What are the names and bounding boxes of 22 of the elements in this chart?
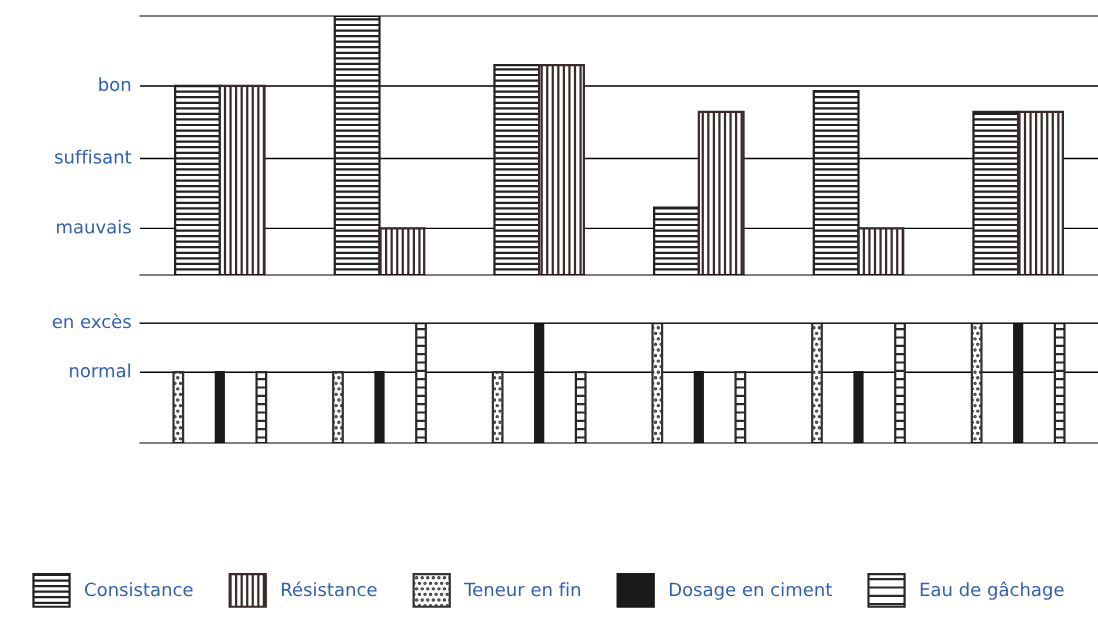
ref-line-label: normal xyxy=(70,363,130,378)
bar xyxy=(697,110,745,275)
bar xyxy=(812,90,860,275)
legend-label: Dosage en ciment xyxy=(669,582,832,600)
bar xyxy=(972,110,1020,275)
legend-label: Eau de gâchage xyxy=(920,581,1064,600)
ref-line-label: en excès xyxy=(52,313,131,329)
bar xyxy=(333,16,381,275)
bar xyxy=(538,64,585,275)
bar xyxy=(857,227,905,275)
legend-label: Résistance xyxy=(282,581,377,597)
ref-line-label: suffisant xyxy=(55,149,132,164)
bar xyxy=(653,206,700,275)
bar xyxy=(1017,110,1064,275)
bar xyxy=(378,227,426,275)
bar xyxy=(493,64,541,275)
legend-label: Teneur en fin xyxy=(464,582,580,597)
bar xyxy=(174,84,221,275)
bar xyxy=(218,84,266,275)
ref-line-label: bon xyxy=(99,77,131,92)
legend-label: Consistance xyxy=(85,582,193,597)
ref-line-label: mauvais xyxy=(57,219,131,234)
